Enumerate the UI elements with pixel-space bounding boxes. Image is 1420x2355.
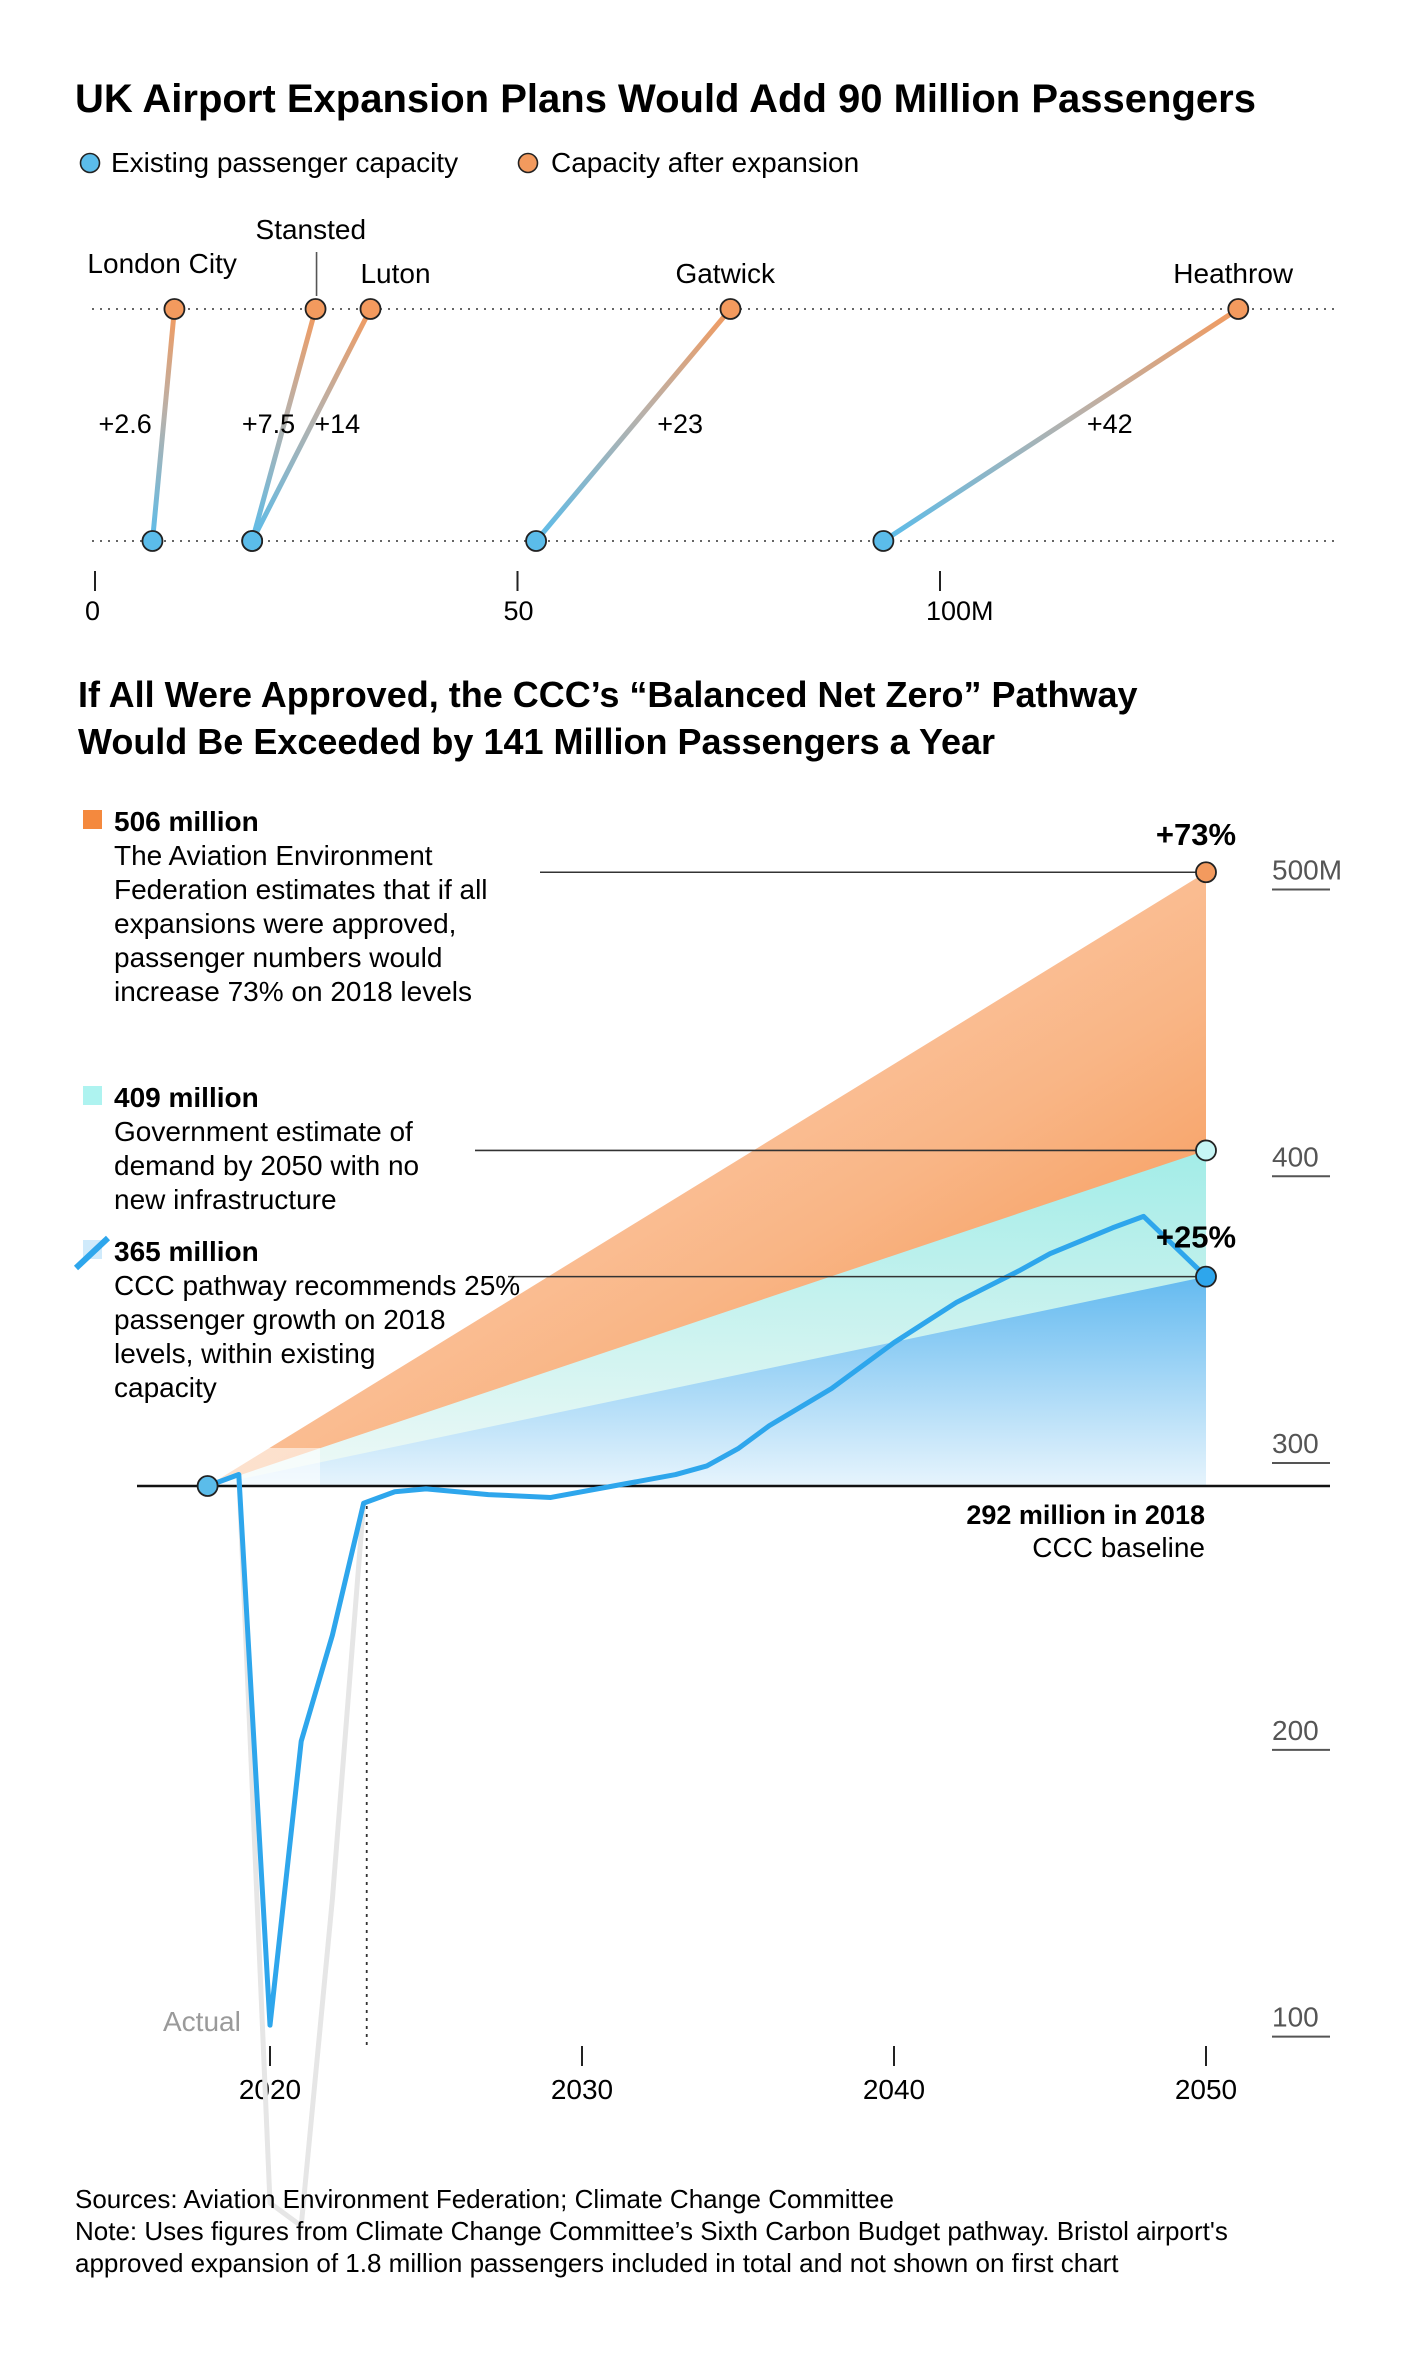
- stansted-connector: [249, 308, 318, 542]
- luton-after-point: [359, 298, 382, 320]
- baseline-value-label: 292 million in 2018: [966, 1500, 1205, 1530]
- dumbbell-x-tick-label-0: 0: [85, 596, 100, 626]
- y-tick-label-3: 400: [1272, 1141, 1319, 1172]
- aef-legend-value: 506 million: [114, 806, 259, 837]
- ccc-2050-point: [1195, 1265, 1217, 1288]
- y-tick-label-0: 100: [1272, 2002, 1319, 2033]
- ccc-legend-swatch-line: [73, 1235, 111, 1271]
- stansted-name-label: Stansted: [256, 214, 367, 245]
- ccc-legend-text: CCC pathway recommends 25% passenger gro…: [114, 1270, 528, 1403]
- note-text: Note: Uses figures from Climate Change C…: [75, 2216, 1235, 2278]
- heathrow-delta-label: +42: [1087, 409, 1133, 439]
- luton-existing-point: [241, 530, 264, 552]
- area-fade: [150, 1448, 320, 1486]
- gov-legend-swatch: [83, 1086, 102, 1105]
- x-tick-label-2: 2040: [863, 2074, 925, 2105]
- chart2-title-line1: If All Were Approved, the CCC’s “Balance…: [78, 674, 1138, 715]
- chart2-title-line2: Would Be Exceeded by 141 Million Passeng…: [78, 721, 995, 762]
- dumbbell-x-tick-label-1: 50: [504, 596, 534, 626]
- heathrow-after-point: [1227, 298, 1250, 320]
- heathrow-connector: [882, 306, 1240, 544]
- ccc-pct-label: +25%: [1156, 1220, 1236, 1255]
- y-tick-label-4: 500M: [1272, 854, 1342, 885]
- x-tick-label-3: 2050: [1175, 2074, 1237, 2105]
- aef-legend-swatch: [83, 810, 102, 829]
- legend-existing-label: Existing passenger capacity: [111, 147, 458, 178]
- actual-line: [206, 1472, 367, 2229]
- sources-text: Sources: Aviation Environment Federation…: [75, 2184, 894, 2214]
- london-city-delta-label: +2.6: [98, 409, 151, 439]
- y-axis: 100 200 300 400 500M: [1272, 854, 1342, 2038]
- baseline-caption: CCC baseline: [1032, 1532, 1205, 1563]
- heathrow-name-label: Heathrow: [1173, 258, 1294, 289]
- government-2050-point: [1195, 1139, 1217, 1162]
- ccc-area: [207, 1276, 1207, 1486]
- area-layer: [150, 872, 1207, 1486]
- london-city-existing-point: [141, 530, 164, 552]
- gov-legend-value: 409 million: [114, 1082, 259, 1113]
- dumbbell-x-tick-label-2: 100M: [926, 596, 994, 626]
- heathrow-existing-point: [872, 530, 895, 552]
- dumbbell-layer: 0 50 100M London City +2.6 Stansted +7.5 Luton +…: [85, 214, 1294, 626]
- london-city-connector: [149, 308, 177, 542]
- ccc-pathway-line: [206, 1213, 1208, 2028]
- gatwick-connector: [534, 307, 733, 543]
- gatwick-delta-label: +23: [657, 409, 703, 439]
- x-axis: 2020 2030 2040 2050: [239, 2046, 1237, 2105]
- luton-delta-label: +14: [314, 409, 360, 439]
- luton-connector: [249, 307, 373, 543]
- gatwick-after-point: [719, 298, 742, 320]
- chart1-title: UK Airport Expansion Plans Would Add 90 …: [75, 77, 1256, 121]
- aef-2050-point: [1195, 861, 1217, 884]
- gatwick-name-label: Gatwick: [675, 258, 776, 289]
- x-tick-label-1: 2030: [551, 2074, 613, 2105]
- london-city-name-label: London City: [87, 248, 236, 279]
- line-layer: [137, 1213, 1330, 2229]
- luton-name-label: Luton: [360, 258, 430, 289]
- ccc-legend-value: 365 million: [114, 1236, 259, 1267]
- aef-legend-text: The Aviation Environment Federation esti…: [114, 840, 495, 1007]
- x-tick-label-0: 2020: [239, 2074, 301, 2105]
- legend-existing-swatch: [79, 152, 101, 174]
- y-tick-label-2: 300: [1272, 1428, 1319, 1459]
- aef-pct-label: +73%: [1156, 817, 1236, 852]
- actual-label: Actual: [163, 2006, 241, 2037]
- gatwick-existing-point: [525, 530, 547, 552]
- y-tick-label-1: 200: [1272, 1715, 1319, 1746]
- start-2018-point: [196, 1475, 219, 1497]
- stansted-after-point: [304, 298, 327, 320]
- legend-expansion-label: Capacity after expansion: [551, 147, 859, 178]
- london-city-after-point: [163, 298, 186, 320]
- gov-legend-text: Government estimate of demand by 2050 wi…: [114, 1116, 427, 1215]
- stansted-delta-label: +7.5: [242, 409, 295, 439]
- legend-expansion-swatch: [517, 152, 539, 174]
